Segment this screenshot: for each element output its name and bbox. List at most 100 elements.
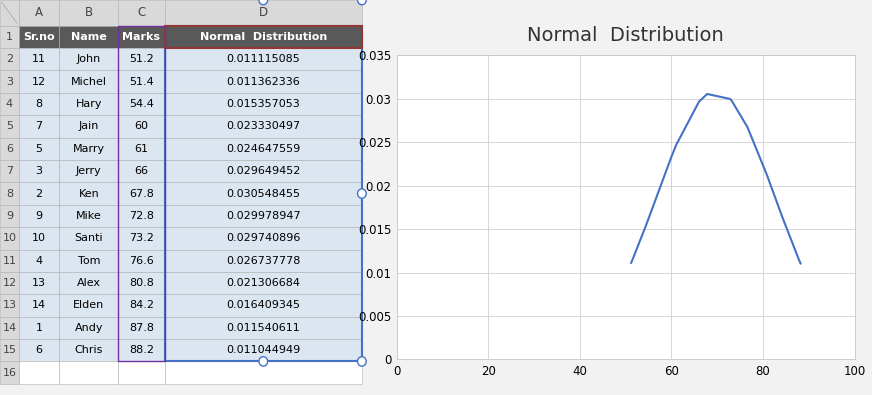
Text: Tom: Tom — [78, 256, 100, 266]
Text: 0.011115085: 0.011115085 — [227, 54, 300, 64]
Text: 0.011044949: 0.011044949 — [226, 345, 300, 355]
Text: 67.8: 67.8 — [129, 188, 154, 199]
Text: 5: 5 — [6, 121, 13, 132]
Bar — [119, 137, 165, 160]
Bar — [0, 182, 19, 205]
Text: 7: 7 — [36, 121, 43, 132]
Text: 60: 60 — [134, 121, 148, 132]
Bar — [119, 26, 165, 48]
Text: 0.023330497: 0.023330497 — [226, 121, 300, 132]
Bar — [0, 115, 19, 137]
Bar — [59, 70, 119, 93]
Bar — [59, 294, 119, 317]
Bar — [59, 182, 119, 205]
Bar — [119, 205, 165, 227]
Bar — [19, 339, 59, 361]
Bar — [165, 294, 362, 317]
Bar — [119, 70, 165, 93]
Bar — [19, 48, 59, 70]
Text: 15: 15 — [3, 345, 17, 355]
Bar — [165, 0, 362, 26]
Bar — [0, 48, 19, 70]
Text: B: B — [85, 6, 93, 19]
Bar — [119, 250, 165, 272]
Bar — [59, 0, 119, 26]
Bar — [0, 250, 19, 272]
Text: D: D — [259, 6, 268, 19]
Bar — [19, 115, 59, 137]
Bar — [119, 0, 165, 26]
Bar — [119, 93, 165, 115]
Text: Jain: Jain — [78, 121, 99, 132]
Text: 0.016409345: 0.016409345 — [226, 301, 300, 310]
Bar — [165, 160, 362, 182]
Text: 8: 8 — [6, 188, 13, 199]
Circle shape — [358, 357, 366, 366]
Bar — [165, 137, 362, 160]
Text: 1: 1 — [36, 323, 43, 333]
Bar — [165, 182, 362, 205]
Bar — [59, 339, 119, 361]
Bar — [165, 70, 362, 93]
Text: 6: 6 — [36, 345, 43, 355]
Bar — [19, 250, 59, 272]
Bar — [19, 160, 59, 182]
Bar — [19, 0, 59, 26]
Text: 88.2: 88.2 — [129, 345, 154, 355]
Bar — [19, 227, 59, 250]
Text: 66: 66 — [134, 166, 148, 176]
Bar — [59, 26, 119, 48]
Bar — [0, 339, 19, 361]
Text: 2: 2 — [36, 188, 43, 199]
Bar — [165, 272, 362, 294]
Text: 10: 10 — [32, 233, 46, 243]
Circle shape — [358, 189, 366, 198]
Bar — [0, 137, 19, 160]
Bar — [165, 227, 362, 250]
Bar — [19, 93, 59, 115]
Bar — [59, 160, 119, 182]
Bar — [0, 160, 19, 182]
Bar — [19, 137, 59, 160]
Text: 4: 4 — [36, 256, 43, 266]
Bar — [165, 115, 362, 137]
Circle shape — [358, 0, 366, 5]
Text: Ken: Ken — [78, 188, 99, 199]
Bar — [19, 26, 59, 48]
Bar — [0, 0, 19, 26]
Text: 4: 4 — [6, 99, 13, 109]
Text: 0.011540611: 0.011540611 — [227, 323, 300, 333]
Text: 3: 3 — [6, 77, 13, 87]
Bar — [19, 205, 59, 227]
Text: Hary: Hary — [76, 99, 102, 109]
Bar — [0, 227, 19, 250]
Text: 1: 1 — [6, 32, 13, 42]
Text: 0.030548455: 0.030548455 — [226, 188, 300, 199]
Bar — [59, 361, 119, 384]
Bar — [165, 26, 362, 361]
Bar — [119, 294, 165, 317]
Text: 0.011362336: 0.011362336 — [227, 77, 300, 87]
Bar — [119, 317, 165, 339]
Bar — [59, 205, 119, 227]
Bar — [0, 205, 19, 227]
Bar — [119, 272, 165, 294]
Bar — [59, 317, 119, 339]
Text: Michel: Michel — [71, 77, 107, 87]
Text: 6: 6 — [6, 144, 13, 154]
Circle shape — [259, 357, 268, 366]
Text: Marry: Marry — [72, 144, 105, 154]
Text: 3: 3 — [36, 166, 43, 176]
Text: 9: 9 — [6, 211, 13, 221]
Bar — [19, 182, 59, 205]
Bar — [59, 93, 119, 115]
Bar — [19, 317, 59, 339]
Bar — [59, 48, 119, 70]
Text: 16: 16 — [3, 368, 17, 378]
Text: 51.4: 51.4 — [129, 77, 153, 87]
Text: 76.6: 76.6 — [129, 256, 153, 266]
Bar — [119, 227, 165, 250]
Text: 8: 8 — [36, 99, 43, 109]
Text: Marks: Marks — [122, 32, 160, 42]
Text: 11: 11 — [32, 54, 46, 64]
